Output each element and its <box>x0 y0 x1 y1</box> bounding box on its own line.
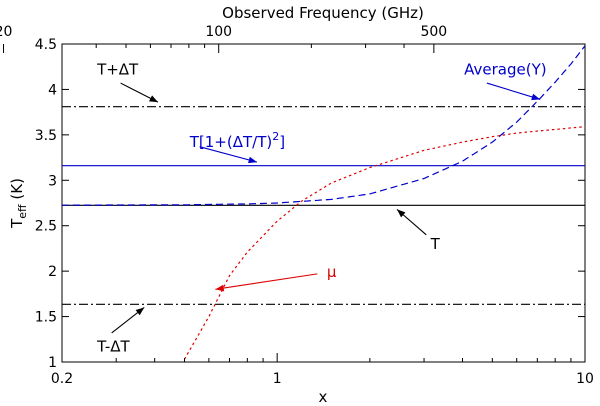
annotation-label-t-plus: T+ΔT <box>96 60 139 78</box>
annotation-arrow-mu <box>215 273 318 290</box>
x-tick-label: 10 <box>576 371 594 387</box>
y-tick-label: 3 <box>48 173 57 189</box>
annotation-label-t-label: T <box>430 235 441 253</box>
annotation-layer: T+ΔT T-ΔT T[1+(ΔT/T)2] Tμ Average(Y) <box>96 60 547 355</box>
series-layer <box>62 45 585 360</box>
annotation-label-t-minus: T-ΔT <box>96 338 130 356</box>
annotation-arrowhead-t-label <box>396 209 406 218</box>
top-axis-label: Observed Frequency (GHz) <box>222 4 424 22</box>
series-average-y <box>62 45 585 206</box>
y-tick-label: 1.5 <box>35 310 57 326</box>
annotation-arrowhead-mu <box>215 284 225 292</box>
y-axis-label-main: T <box>8 218 26 229</box>
series-series <box>183 126 585 360</box>
y-axis-label-sub: eff <box>16 204 29 219</box>
tick-layer: 11.522.533.544.50.211020100500 <box>0 24 594 387</box>
annotation-arrowhead-t-plus <box>149 95 158 103</box>
top-tick-label: 20 <box>0 24 12 40</box>
annotation-arrowhead-avg-y <box>531 93 541 101</box>
y-tick-label: 2.5 <box>35 219 57 235</box>
annotation-arrow-avg-y <box>486 82 541 100</box>
plot-frame <box>61 43 586 363</box>
annotation-label-mu: μ <box>327 263 337 281</box>
y-tick-label: 2 <box>48 264 57 280</box>
x-axis-label: x <box>319 388 328 406</box>
annotation-arrow-t-corr <box>199 146 258 163</box>
y-tick-label: 1 <box>48 355 57 371</box>
y-tick-label: 4.5 <box>35 37 57 53</box>
annotation-label-avg-y: Average(Y) <box>464 60 546 78</box>
y-tick-label: 4 <box>48 82 57 98</box>
top-tick-label: 100 <box>205 24 232 40</box>
x-tick-label: 1 <box>273 371 282 387</box>
top-tick-label: 500 <box>420 24 447 40</box>
annotation-arrowhead-t-minus <box>135 307 145 316</box>
annotation-arrowhead-t-corr <box>248 156 258 164</box>
y-tick-label: 3.5 <box>35 128 57 144</box>
annotation-label-t-corr: T[1+(ΔT/T)2] <box>189 130 285 151</box>
x-tick-label: 0.2 <box>51 371 73 387</box>
y-axis-label: Teff (K) <box>8 178 29 229</box>
y-axis-label-unit: (K) <box>8 178 26 204</box>
